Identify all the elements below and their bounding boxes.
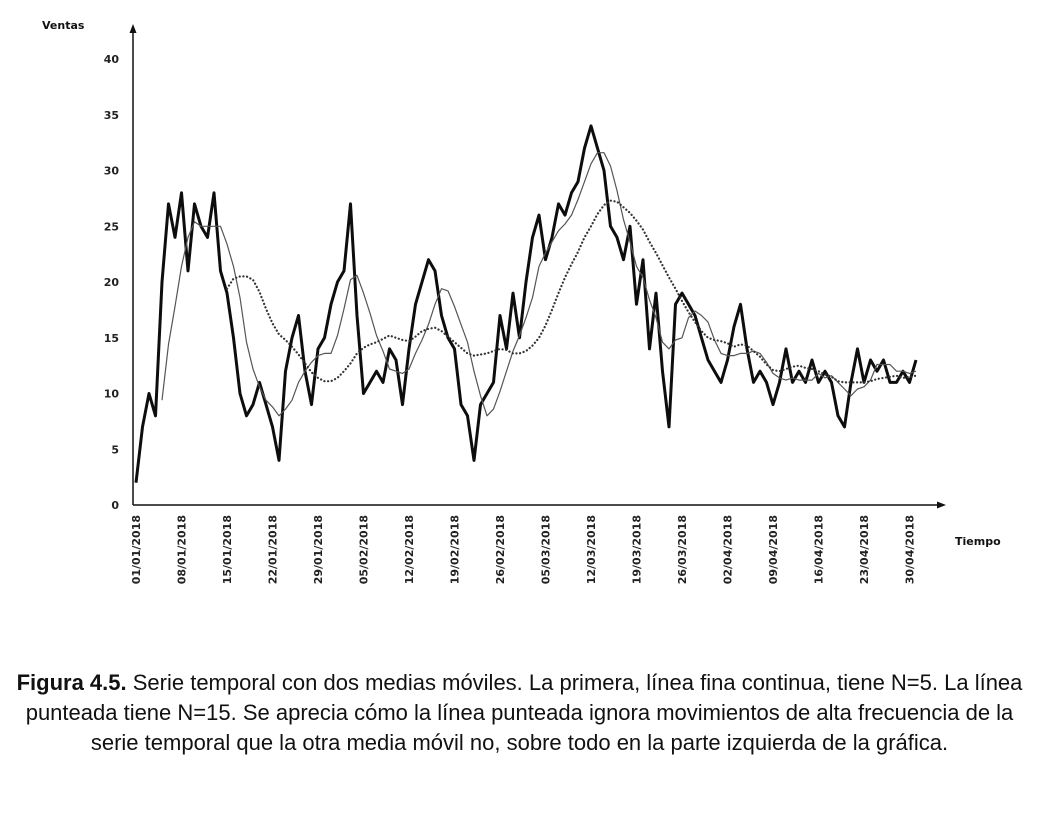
y-tick-label: 25 bbox=[104, 220, 119, 233]
x-tick-label: 23/04/2018 bbox=[858, 515, 871, 584]
y-axis-title: Ventas bbox=[42, 19, 85, 32]
x-tick-label: 09/04/2018 bbox=[767, 515, 780, 584]
y-tick-label: 30 bbox=[104, 165, 120, 178]
x-tick-label: 02/04/2018 bbox=[722, 515, 735, 584]
figure-caption: Figura 4.5. Serie temporal con dos media… bbox=[10, 668, 1029, 758]
chart-axes bbox=[129, 24, 946, 509]
caption-text: Serie temporal con dos medias móviles. L… bbox=[25, 670, 1023, 755]
x-tick-label: 05/02/2018 bbox=[358, 515, 371, 584]
x-tick-label: 19/03/2018 bbox=[631, 515, 644, 584]
caption-label: Figura 4.5. bbox=[16, 670, 127, 695]
x-tick-labels: 01/01/2018 08/01/2018 15/01/2018 22/01/2018… bbox=[130, 515, 917, 584]
x-tick-label: 19/02/2018 bbox=[449, 515, 462, 584]
series-line-thick-solid bbox=[134, 124, 918, 483]
x-tick-label: 30/04/2018 bbox=[904, 515, 917, 584]
y-tick-label: 5 bbox=[111, 443, 119, 456]
x-tick-label: 22/01/2018 bbox=[267, 515, 280, 584]
x-tick-label: 12/03/2018 bbox=[585, 515, 598, 584]
series-line-dotted bbox=[225, 199, 918, 384]
y-tick-label: 40 bbox=[104, 53, 120, 66]
x-tick-label: 29/01/2018 bbox=[312, 515, 325, 584]
series-line-thin-solid bbox=[161, 152, 917, 417]
x-tick-label: 16/04/2018 bbox=[813, 515, 826, 584]
y-tick-label: 0 bbox=[111, 499, 119, 512]
x-tick-label: 12/02/2018 bbox=[403, 515, 416, 584]
x-tick-label: 26/02/2018 bbox=[494, 515, 507, 584]
series-lines bbox=[134, 124, 918, 483]
x-tick-label: 05/03/2018 bbox=[540, 515, 553, 584]
x-tick-label: 15/01/2018 bbox=[221, 515, 234, 584]
x-axis-arrow bbox=[937, 501, 946, 509]
x-tick-label: 26/03/2018 bbox=[676, 515, 689, 584]
x-tick-label: 08/01/2018 bbox=[176, 515, 189, 584]
y-tick-labels: 0 5 10 15 20 25 30 35 40 bbox=[104, 53, 120, 512]
x-tick-label: 01/01/2018 bbox=[130, 515, 143, 584]
y-tick-label: 35 bbox=[104, 109, 119, 122]
y-tick-label: 20 bbox=[104, 276, 120, 289]
time-series-chart: Ventas Tiempo 0 5 10 15 20 25 30 35 40 01/01/201… bbox=[42, 19, 1001, 584]
x-axis-title: Tiempo bbox=[955, 535, 1001, 548]
y-tick-label: 10 bbox=[104, 388, 120, 401]
y-tick-label: 15 bbox=[104, 332, 119, 345]
y-axis-arrow bbox=[129, 24, 137, 33]
